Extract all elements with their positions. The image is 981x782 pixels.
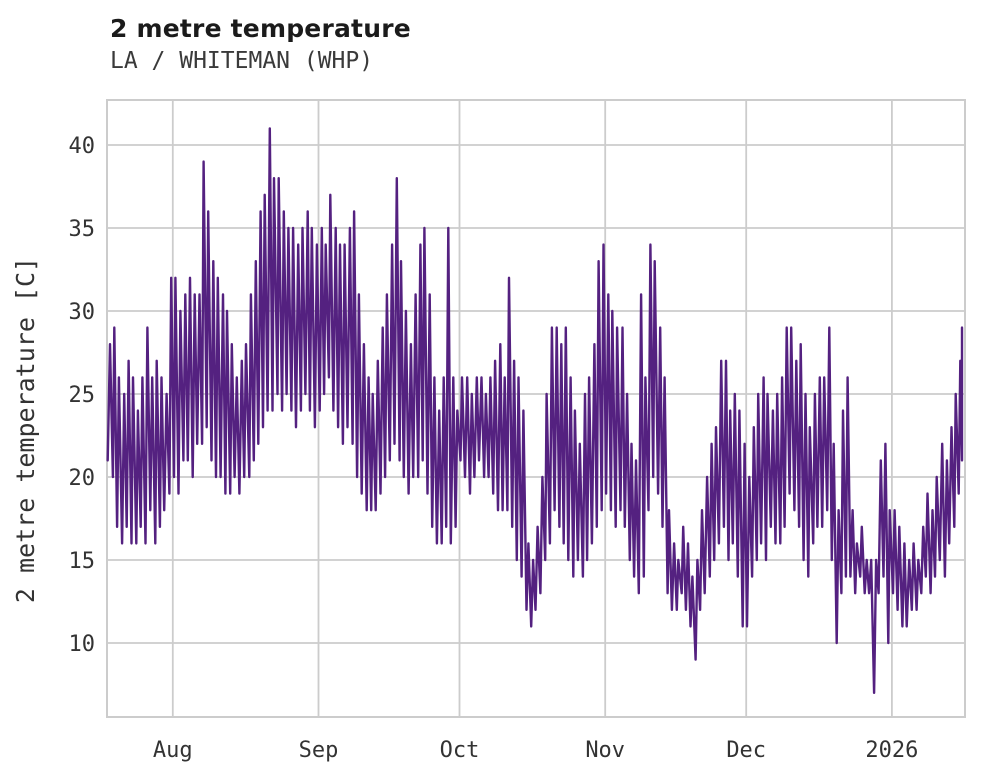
y-tick-label: 20 [69, 466, 96, 491]
y-tick-label: 35 [69, 217, 96, 242]
chart-title: 2 metre temperature [110, 14, 411, 43]
y-tick-label: 30 [69, 300, 96, 325]
x-tick-label: Nov [585, 738, 625, 763]
chart-subtitle: LA / WHITEMAN (WHP) [110, 48, 374, 74]
temperature-line [106, 127, 964, 694]
y-tick-label: 10 [69, 632, 96, 657]
plot-border [106, 99, 966, 718]
x-tick-label: Dec [726, 738, 766, 763]
x-tick-label: Oct [440, 738, 480, 763]
x-tick-label: Aug [153, 738, 193, 763]
y-tick-label: 15 [69, 549, 96, 574]
y-tick-label: 25 [69, 383, 96, 408]
y-tick-label: 40 [69, 134, 96, 159]
x-tick-label: 2026 [865, 738, 918, 763]
y-axis-label: 2 metre temperature [C] [11, 257, 40, 603]
x-tick-label: Sep [299, 738, 339, 763]
